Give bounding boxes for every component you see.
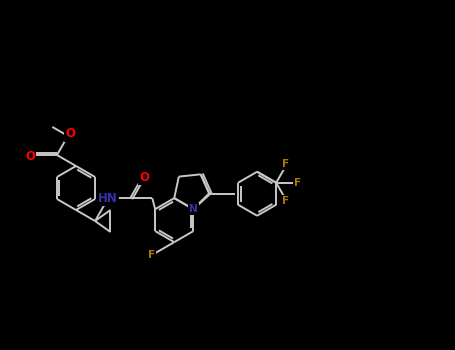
Text: F: F <box>282 196 289 206</box>
Text: O: O <box>139 170 149 184</box>
Text: F: F <box>293 178 301 188</box>
Text: N: N <box>189 204 197 214</box>
Text: O: O <box>65 127 75 140</box>
Text: O: O <box>25 149 35 162</box>
Text: F: F <box>147 250 155 260</box>
Text: F: F <box>282 159 289 169</box>
Text: HN: HN <box>98 192 118 205</box>
